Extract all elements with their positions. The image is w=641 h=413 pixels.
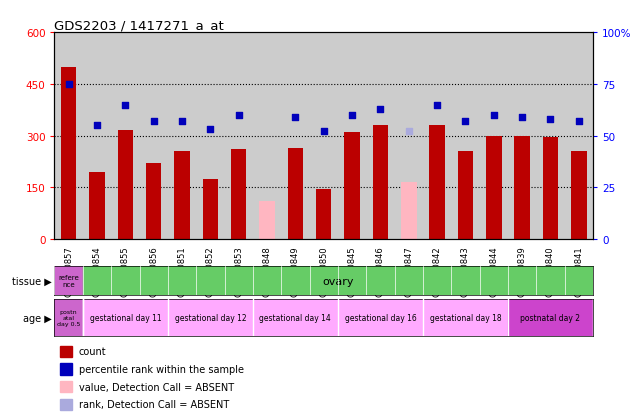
- Text: postnatal day 2: postnatal day 2: [520, 313, 580, 323]
- Bar: [231, 150, 247, 240]
- Point: [375, 106, 385, 113]
- Point: [319, 129, 329, 135]
- Point: [63, 81, 74, 88]
- Bar: [288, 148, 303, 240]
- Bar: [259, 202, 275, 240]
- Point: [404, 129, 414, 135]
- Text: gestational day 16: gestational day 16: [344, 313, 416, 323]
- Bar: [54, 299, 83, 337]
- Bar: [89, 173, 104, 240]
- Bar: [423, 299, 508, 337]
- Bar: [372, 126, 388, 240]
- Bar: [401, 183, 417, 240]
- Bar: [174, 152, 190, 240]
- Text: ovary: ovary: [322, 276, 354, 286]
- Point: [574, 119, 584, 125]
- Bar: [203, 179, 218, 240]
- Text: postn
atal
day 0.5: postn atal day 0.5: [57, 310, 80, 326]
- Bar: [168, 299, 253, 337]
- Text: count: count: [79, 347, 106, 356]
- Bar: [60, 363, 72, 375]
- Text: gestational day 14: gestational day 14: [260, 313, 331, 323]
- Text: refere
nce: refere nce: [58, 274, 79, 287]
- Bar: [344, 133, 360, 240]
- Point: [488, 112, 499, 119]
- Text: value, Detection Call = ABSENT: value, Detection Call = ABSENT: [79, 382, 234, 392]
- Bar: [429, 126, 445, 240]
- Point: [177, 119, 187, 125]
- Point: [347, 112, 357, 119]
- Bar: [60, 346, 72, 357]
- Bar: [543, 138, 558, 240]
- Point: [517, 114, 527, 121]
- Bar: [571, 152, 587, 240]
- Point: [233, 112, 244, 119]
- Point: [92, 123, 102, 129]
- Text: percentile rank within the sample: percentile rank within the sample: [79, 364, 244, 374]
- Text: gestational day 12: gestational day 12: [174, 313, 246, 323]
- Point: [205, 127, 215, 133]
- Bar: [253, 299, 338, 337]
- Point: [149, 119, 159, 125]
- Text: age ▶: age ▶: [22, 313, 51, 323]
- Bar: [60, 381, 72, 392]
- Point: [290, 114, 301, 121]
- Bar: [514, 136, 530, 240]
- Text: tissue ▶: tissue ▶: [12, 276, 51, 286]
- Bar: [338, 299, 423, 337]
- Bar: [83, 299, 168, 337]
- Bar: [146, 164, 162, 240]
- Text: gestational day 18: gestational day 18: [429, 313, 501, 323]
- Bar: [117, 131, 133, 240]
- Bar: [486, 136, 501, 240]
- Bar: [316, 190, 331, 240]
- Bar: [61, 67, 76, 240]
- Text: GDS2203 / 1417271_a_at: GDS2203 / 1417271_a_at: [54, 19, 224, 32]
- Point: [460, 119, 470, 125]
- Bar: [60, 399, 72, 410]
- Bar: [508, 299, 593, 337]
- Bar: [458, 152, 473, 240]
- Bar: [54, 266, 83, 295]
- Text: gestational day 11: gestational day 11: [90, 313, 161, 323]
- Point: [121, 102, 131, 109]
- Text: rank, Detection Call = ABSENT: rank, Detection Call = ABSENT: [79, 399, 229, 409]
- Point: [545, 116, 556, 123]
- Point: [432, 102, 442, 109]
